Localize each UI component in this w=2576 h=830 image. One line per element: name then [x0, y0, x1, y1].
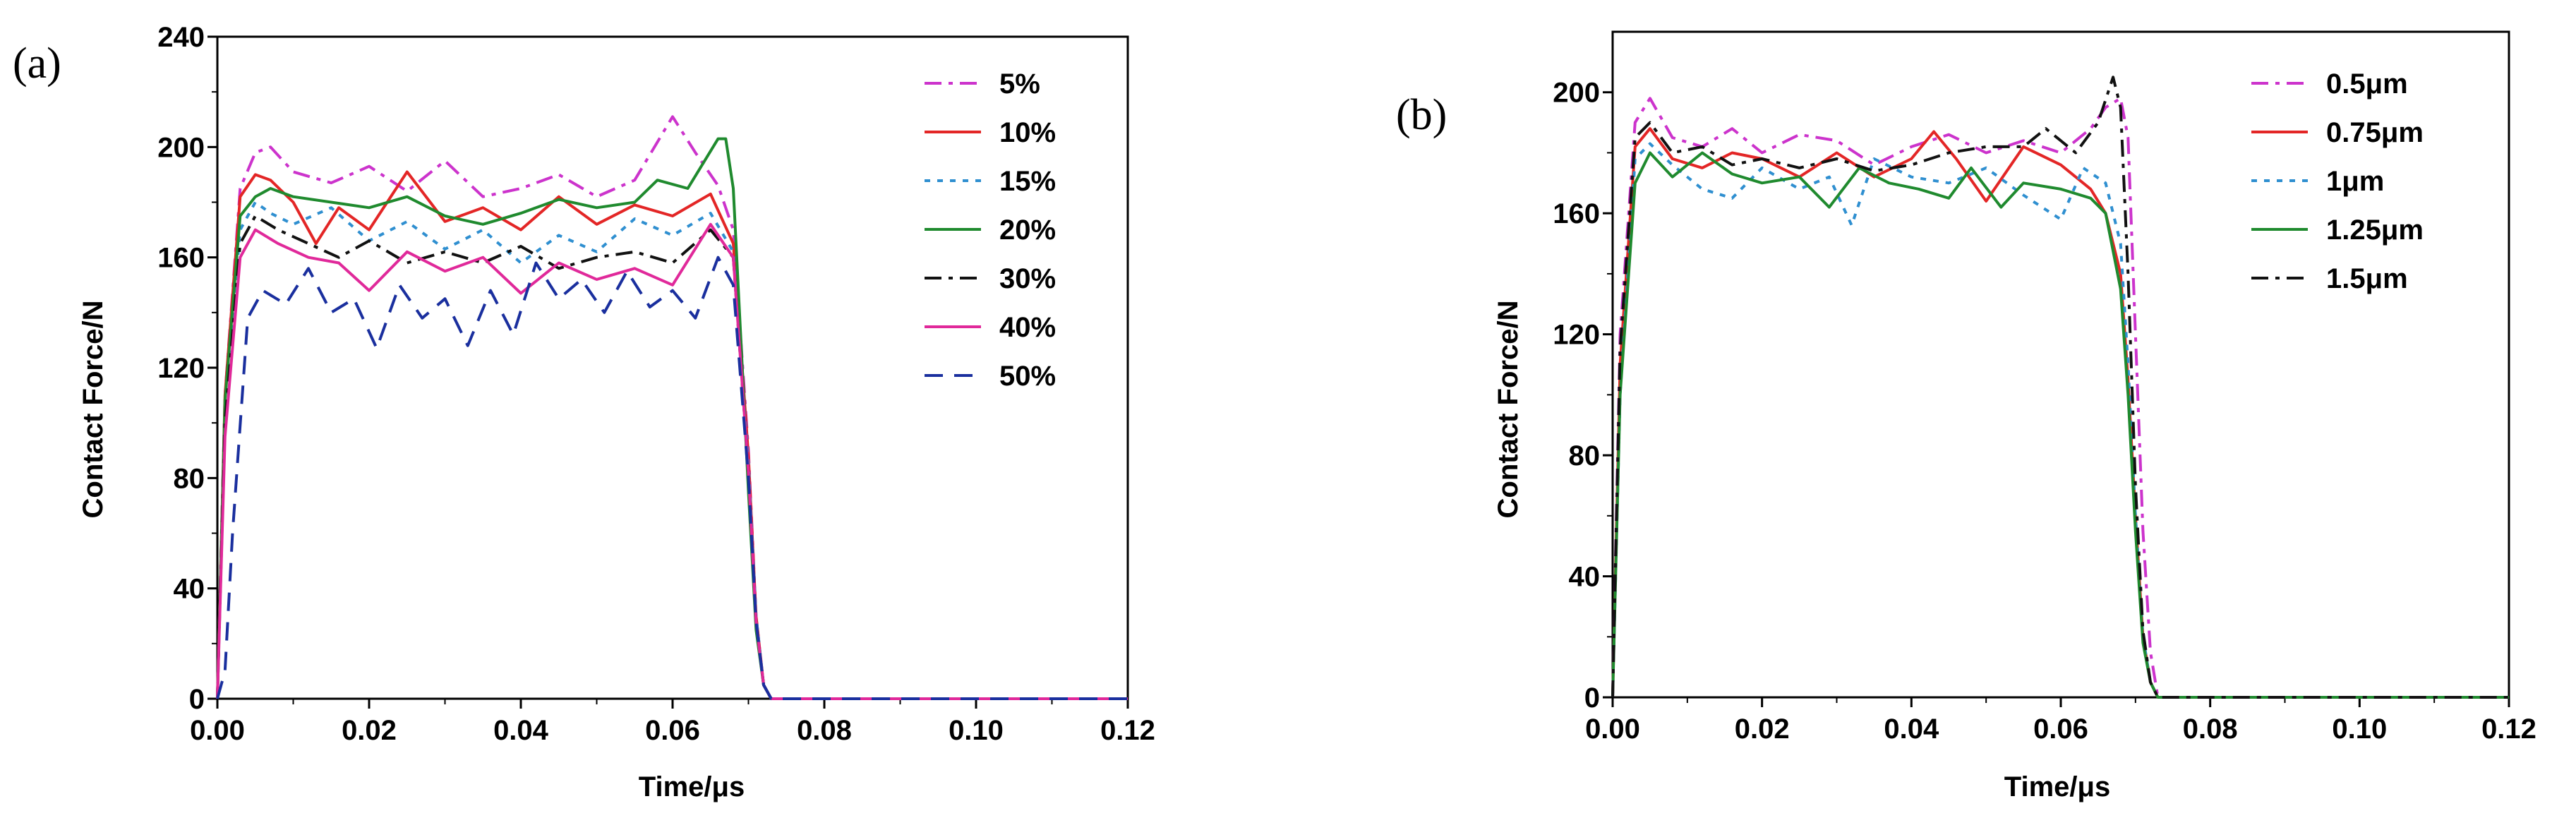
- panel-b-y-tick-label: 40: [1569, 562, 1601, 593]
- panel-b-legend-label: 1.5μm: [2326, 263, 2408, 294]
- panel-b-legend: 0.5μm 0.75μm 1μm 1.25μm 1.5μm: [2251, 68, 2424, 294]
- panel-a-series-line: [216, 222, 1128, 700]
- panel-a-series-line: [216, 115, 1128, 700]
- panel-a-legend-label: 40%: [999, 312, 1056, 343]
- panel-a-legend-label: 15%: [999, 166, 1056, 197]
- panel-a-x-tick-label: 0.06: [645, 715, 700, 746]
- panel-a-series-line: [216, 255, 1128, 700]
- panel-a-x-axis-label: Time/μs: [639, 771, 745, 802]
- panel-a-y-tick-label: 40: [174, 574, 205, 605]
- panel-a-y-tick-label: 80: [174, 463, 205, 494]
- panel-b-y-tick-label: 80: [1569, 440, 1601, 471]
- panel-a-y-tick-label: 240: [157, 22, 205, 53]
- panel-a: (a) 0.00 0.02 0.04 0.06 0.08 0.10 0.12 0 40 80 120…: [13, 22, 1155, 802]
- panel-a-label: (a): [13, 40, 61, 88]
- panel-b-legend-label: 1.25μm: [2326, 215, 2424, 246]
- panel-b-series-line: [1611, 76, 2509, 699]
- panel-b-series-line: [1611, 151, 2509, 699]
- panel-a-y-tick-label: 200: [157, 132, 205, 163]
- panel-b-series-line: [1611, 97, 2509, 699]
- panel-a-x-tick-label: 0.12: [1100, 715, 1155, 746]
- panel-a-legend-label: 50%: [999, 361, 1056, 392]
- panel-a-x-tick-label: 0.10: [949, 715, 1004, 746]
- panel-a-legend-label: 20%: [999, 215, 1056, 246]
- panel-a-y-tick-label: 120: [157, 353, 205, 384]
- panel-b-axes: 0.00 0.02 0.04 0.06 0.08 0.10 0.12 0 40 80 120 160 2…: [1553, 30, 2536, 745]
- panel-a-legend-label: 10%: [999, 117, 1056, 148]
- panel-b-x-tick-label: 0.08: [2183, 714, 2238, 745]
- panel-a-x-tick-label: 0.04: [493, 715, 549, 746]
- panel-b-x-tick-label: 0.02: [1735, 714, 1790, 745]
- panel-b-series-line: [1611, 142, 2509, 699]
- panel-b-legend-label: 0.75μm: [2326, 117, 2424, 148]
- panel-b-x-axis-label: Time/μs: [2004, 771, 2110, 802]
- panel-a-series-line: [216, 137, 1128, 700]
- panel-a-x-tick-label: 0.00: [190, 715, 245, 746]
- panel-a-y-tick-label: 0: [189, 684, 205, 715]
- panel-a-series: [216, 115, 1128, 700]
- panel-b-series: [1611, 76, 2509, 699]
- panel-b-y-tick-label: 200: [1553, 78, 1600, 109]
- panel-a-legend: 5% 10% 15% 20% 30% 40% 50%: [925, 68, 1056, 392]
- panel-b: (b) 0.00 0.02 0.04 0.06 0.08 0.10 0.12 0 40 80 120…: [1396, 30, 2536, 802]
- panel-b-y-tick-label: 120: [1553, 320, 1600, 351]
- panel-a-legend-label: 5%: [999, 68, 1040, 100]
- panel-b-x-tick-label: 0.12: [2481, 714, 2536, 745]
- panel-a-series-line: [216, 170, 1128, 700]
- panel-a-x-tick-label: 0.08: [797, 715, 852, 746]
- panel-a-y-tick-label: 160: [157, 243, 205, 274]
- panel-a-x-tick-label: 0.02: [342, 715, 397, 746]
- panel-b-legend-label: 0.5μm: [2326, 68, 2408, 100]
- panel-a-axes: 0.00 0.02 0.04 0.06 0.08 0.10 0.12 0 40 80 120 160 2…: [157, 22, 1155, 746]
- panel-b-x-tick-label: 0.00: [1585, 714, 1640, 745]
- panel-b-x-tick-label: 0.10: [2332, 714, 2387, 745]
- panel-a-y-axis-label: Contact Force/N: [78, 301, 109, 519]
- panel-b-label: (b): [1396, 91, 1447, 139]
- panel-b-y-tick-label: 160: [1553, 198, 1600, 229]
- panel-a-series-line: [216, 200, 1128, 700]
- panel-a-plot-frame: [216, 35, 1129, 700]
- panel-a-series-line: [216, 215, 1128, 700]
- panel-b-x-tick-label: 0.06: [2033, 714, 2088, 745]
- panel-b-y-tick-label: 0: [1584, 682, 1600, 714]
- panel-b-legend-label: 1μm: [2326, 166, 2384, 197]
- panel-b-y-axis-label: Contact Force/N: [1493, 301, 1524, 519]
- panel-b-x-tick-label: 0.04: [1884, 714, 1939, 745]
- panel-a-legend-label: 30%: [999, 263, 1056, 294]
